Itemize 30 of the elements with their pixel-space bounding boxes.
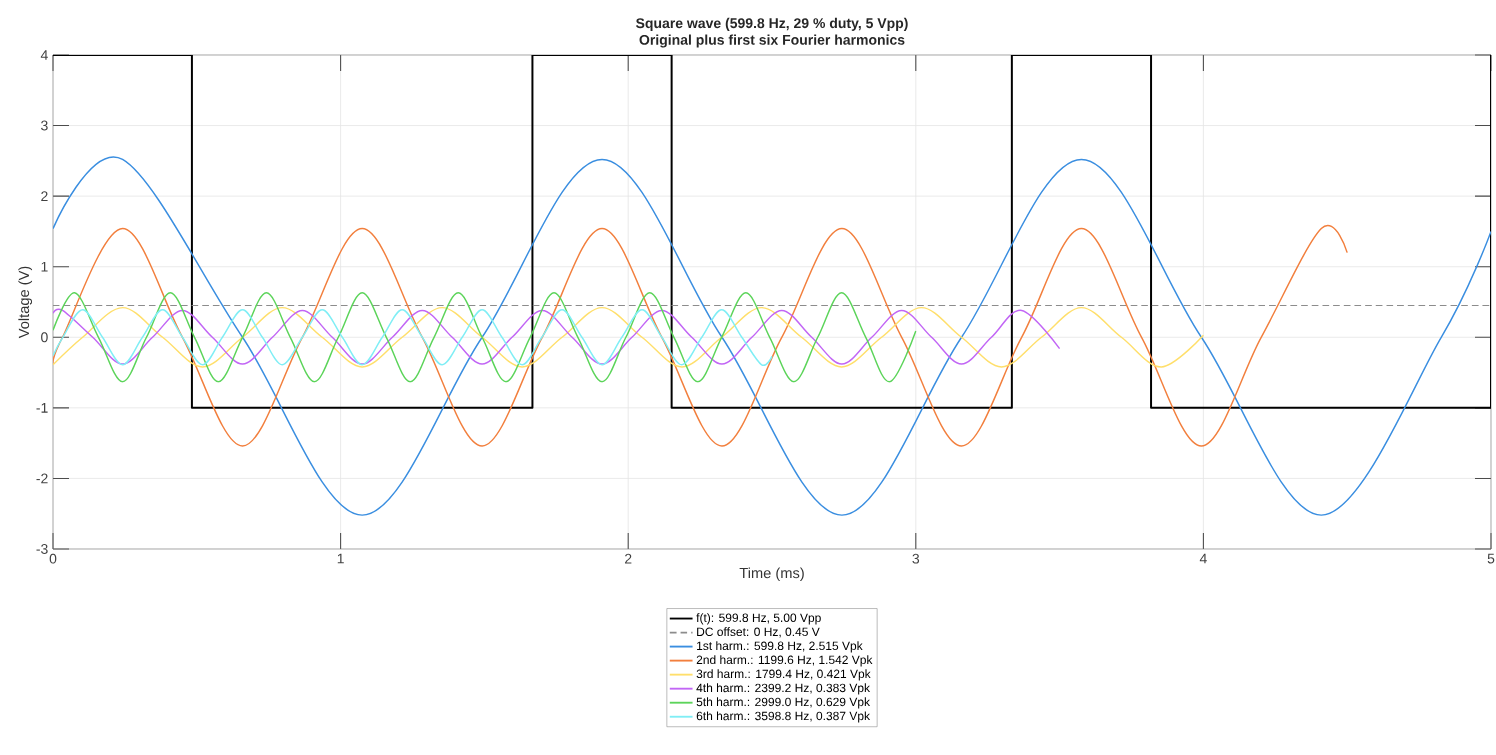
y-tick-label: 1 [41, 261, 48, 272]
line-series [53, 292, 917, 383]
legend-label: 5th harm.: 2999.0 Hz, 0.629 Vpk [696, 697, 871, 709]
legend-label: 4th harm.: 2399.2 Hz, 0.383 Vpk [696, 683, 871, 695]
x-tick-label: 4 [1199, 553, 1207, 564]
y-tick-label: 0 [41, 332, 48, 343]
legend-label: 2nd harm.: 1199.6 Hz, 1.542 Vpk [696, 655, 873, 667]
line-series [53, 309, 1061, 365]
y-tick-label: 2 [41, 191, 48, 202]
legend-label: 3rd harm.: 1799.4 Hz, 0.421 Vpk [696, 669, 871, 681]
x-axis-title: Time (ms) [739, 567, 804, 582]
x-tick-label: 0 [49, 553, 57, 564]
legend-label: 1st harm.: 599.8 Hz, 2.515 Vpk [697, 641, 863, 653]
y-tick-label: 3 [41, 120, 48, 131]
x-tick-label: 2 [625, 553, 632, 564]
legend-label: DC offset: 0 Hz, 0.45 V [697, 627, 820, 638]
chart-subtitle: Original plus first six Fourier harmonics [639, 34, 905, 48]
x-tick-label: 3 [912, 553, 920, 564]
y-axis-title: Voltage (V) [18, 266, 33, 339]
legend-label: f(t): 599.8 Hz, 5.00 Vpp [696, 613, 821, 625]
y-tick-label: 4 [40, 50, 48, 60]
y-tick-label: -3 [36, 544, 48, 554]
y-tick-label: -2 [36, 473, 48, 484]
line-series [53, 309, 773, 367]
y-tick-label: -1 [36, 403, 48, 413]
x-tick-label: 5 [1487, 553, 1495, 564]
legend-label: 6th harm.: 3598.8 Hz, 0.387 Vpk [696, 711, 871, 723]
chart-title: Square wave (599.8 Hz, 29 % duty, 5 Vpp) [635, 17, 908, 31]
x-tick-label: 1 [337, 553, 344, 564]
line-series [53, 306, 1205, 368]
